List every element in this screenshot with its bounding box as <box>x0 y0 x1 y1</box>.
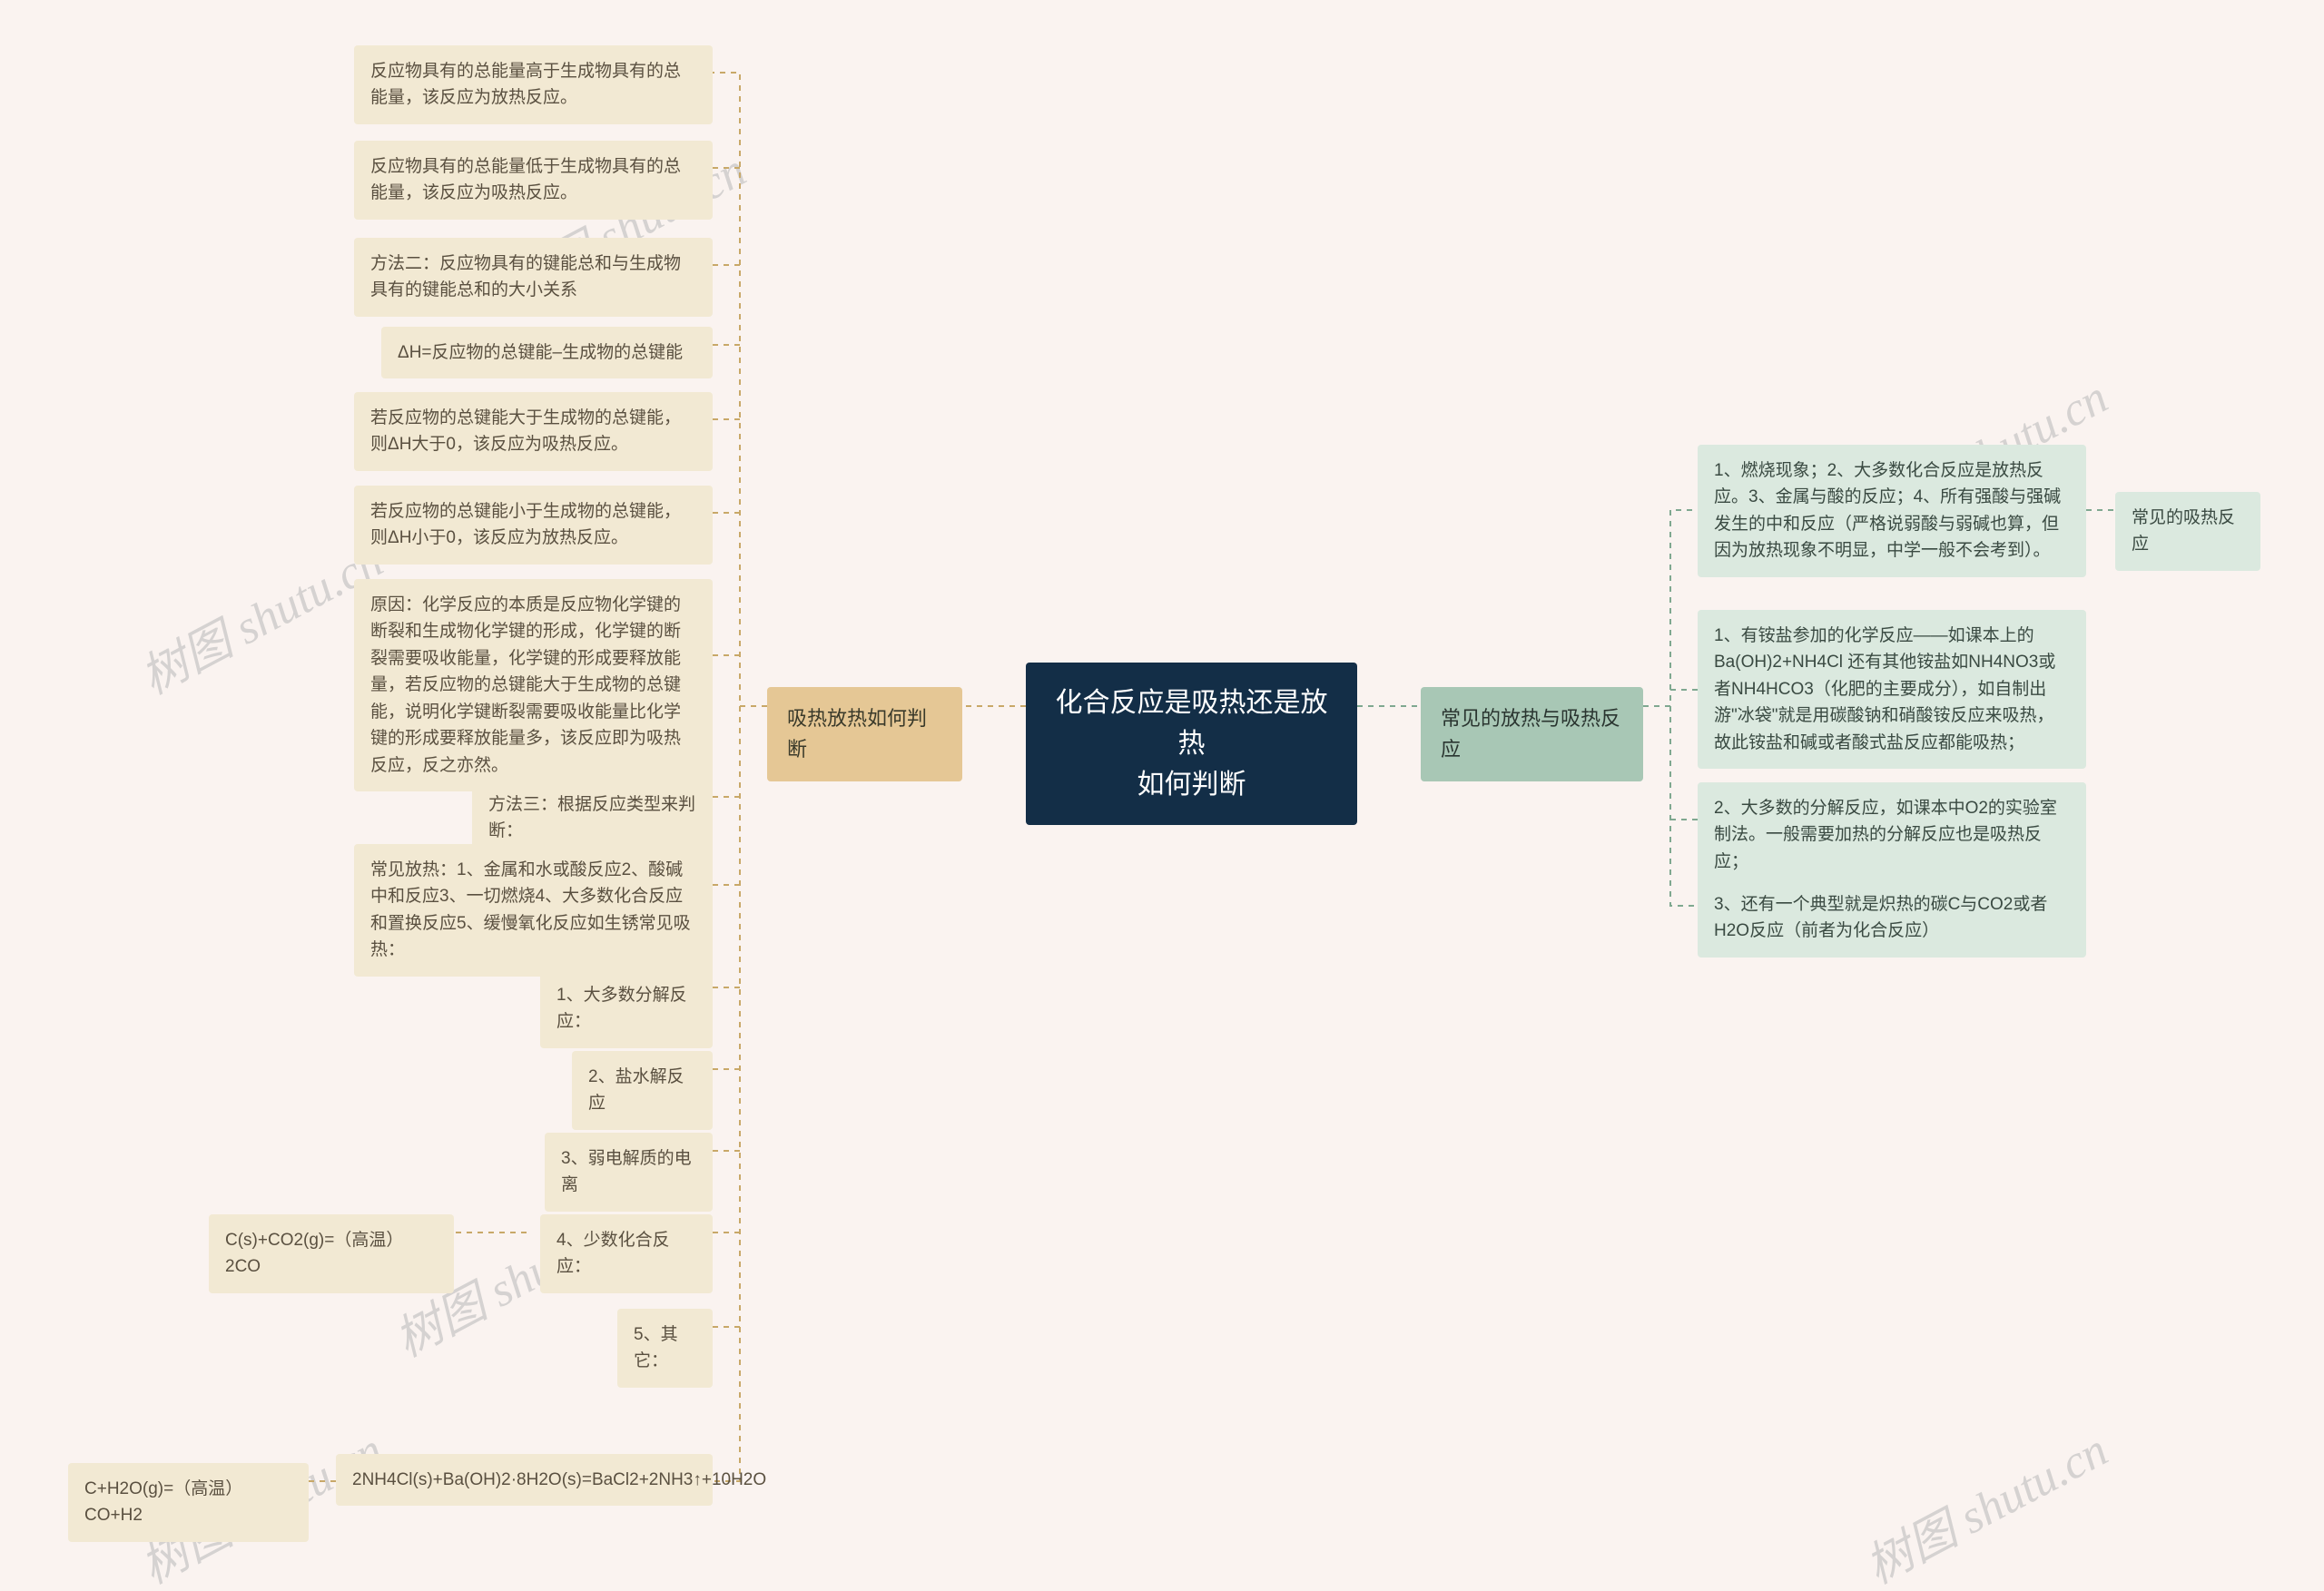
left-item: 反应物具有的总能量低于生成物具有的总能量，该反应为吸热反应。 <box>354 141 713 220</box>
left-item: 4、少数化合反应： <box>540 1214 713 1293</box>
right-item: 1、有铵盐参加的化学反应——如课本上的Ba(OH)2+NH4Cl 还有其他铵盐如… <box>1698 610 2086 769</box>
left-item: 2NH4Cl(s)+Ba(OH)2·8H2O(s)=BaCl2+2NH3↑+10… <box>336 1454 713 1506</box>
left-item: 方法二：反应物具有的键能总和与生成物具有的键能总和的大小关系 <box>354 238 713 317</box>
right-item: 2、大多数的分解反应，如课本中O2的实验室制法。一般需要加热的分解反应也是吸热反… <box>1698 782 2086 888</box>
root-line1: 化合反应是吸热还是放热 <box>1056 688 1328 759</box>
left-item: 1、大多数分解反应： <box>540 969 713 1048</box>
left-item: 若反应物的总键能小于生成物的总键能，则ΔH小于0，该反应为放热反应。 <box>354 486 713 565</box>
left-item-tail: C+H2O(g)=（高温）CO+H2 <box>68 1463 309 1542</box>
right-item-tail: 常见的吸热反应 <box>2115 492 2260 571</box>
branch-right: 常见的放热与吸热反应 <box>1421 687 1643 781</box>
left-item: 原因：化学反应的本质是反应物化学键的断裂和生成物化学键的形成，化学键的断裂需要吸… <box>354 579 713 791</box>
branch-left: 吸热放热如何判断 <box>767 687 962 781</box>
watermark: 树图 shutu.cn <box>126 523 392 707</box>
left-item: ΔH=反应物的总键能–生成物的总键能 <box>381 327 713 378</box>
left-item: 反应物具有的总能量高于生成物具有的总能量，该反应为放热反应。 <box>354 45 713 124</box>
left-item: 3、弱电解质的电离 <box>545 1133 713 1212</box>
left-item-tail: C(s)+CO2(g)=（高温）2CO <box>209 1214 454 1293</box>
right-item: 1、燃烧现象；2、大多数化合反应是放热反应。3、金属与酸的反应；4、所有强酸与强… <box>1698 445 2086 577</box>
left-item: 2、盐水解反应 <box>572 1051 713 1130</box>
root-line2: 如何判断 <box>1137 770 1246 800</box>
left-item: 常见放热：1、金属和水或酸反应2、酸碱中和反应3、一切燃烧4、大多数化合反应和置… <box>354 844 713 977</box>
left-item: 5、其它： <box>617 1309 713 1388</box>
watermark: 树图 shutu.cn <box>1851 1412 2117 1591</box>
right-item: 3、还有一个典型就是炽热的碳C与CO2或者H2O反应（前者为化合反应） <box>1698 879 2086 958</box>
root-node: 化合反应是吸热还是放热 如何判断 <box>1026 663 1357 825</box>
left-item: 若反应物的总键能大于生成物的总键能，则ΔH大于0，该反应为吸热反应。 <box>354 392 713 471</box>
